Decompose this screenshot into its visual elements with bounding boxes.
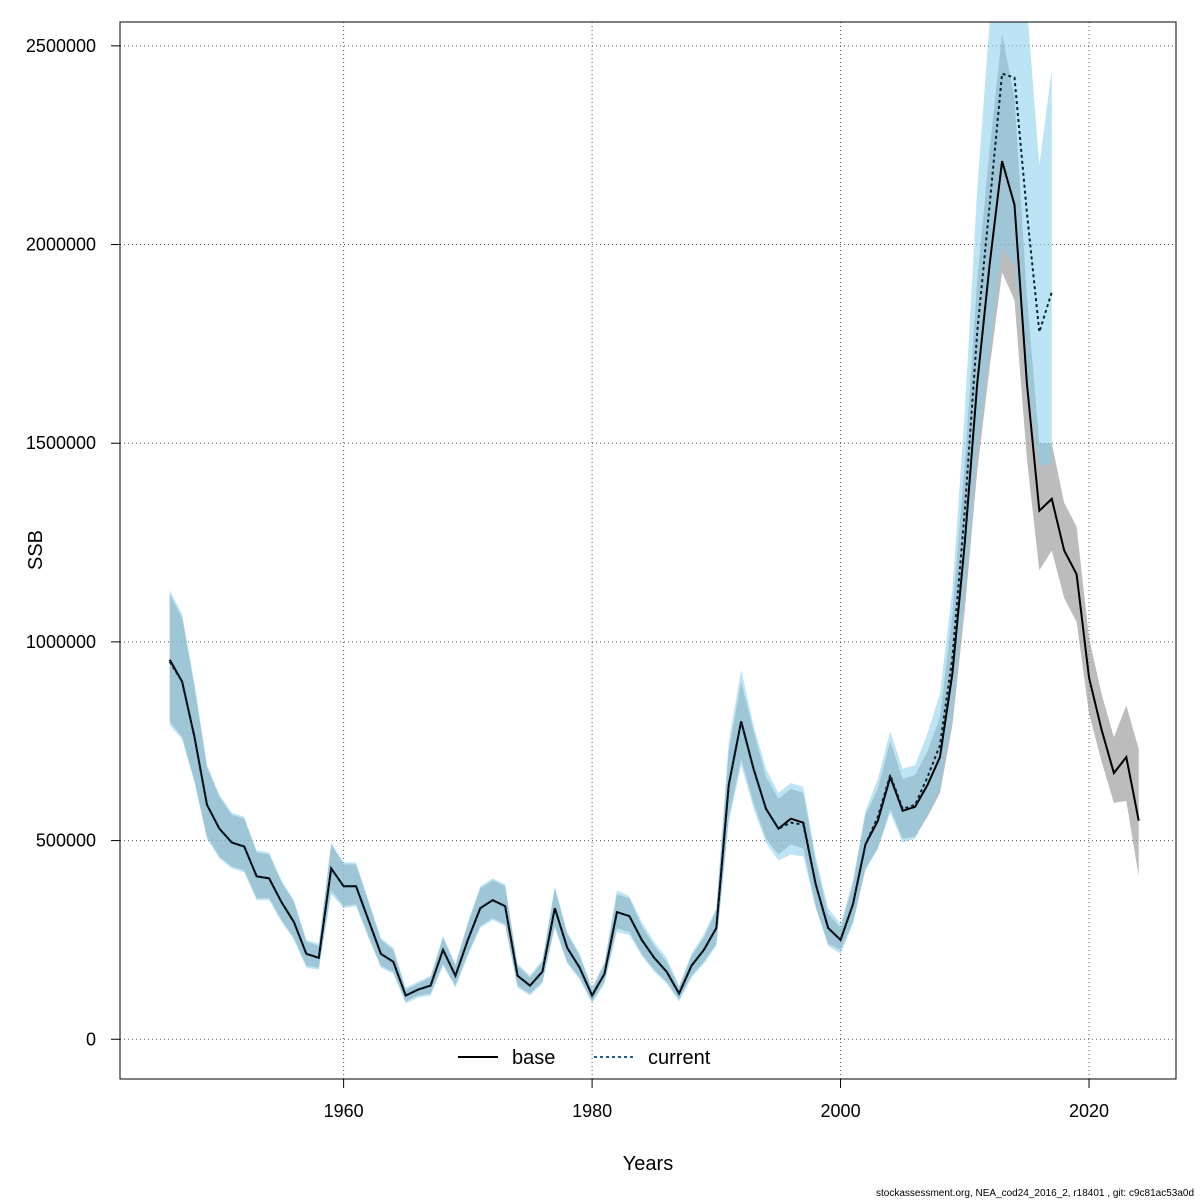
x-tick-label: 2000 — [821, 1101, 861, 1121]
y-tick-label: 2000000 — [26, 235, 96, 255]
legend-base-label: base — [512, 1047, 555, 1069]
x-axis-title: Years — [623, 1153, 673, 1175]
series-lines — [168, 72, 1140, 998]
y-tick-label: 1000000 — [26, 632, 96, 652]
legend: base current — [458, 1047, 711, 1069]
band-current — [169, 22, 1052, 1004]
x-tick-label: 2020 — [1069, 1101, 1109, 1121]
legend-current-label: current — [648, 1047, 711, 1069]
line-current — [168, 72, 1053, 998]
x-tick-label: 1960 — [324, 1101, 364, 1121]
y-axis-title: SSB — [25, 530, 47, 570]
plot-frame — [119, 21, 1177, 1080]
confidence-bands — [169, 22, 1139, 1004]
y-tick-label: 0 — [86, 1029, 96, 1049]
y-tick-label: 2500000 — [26, 36, 96, 56]
y-tick-label: 1500000 — [26, 433, 96, 453]
axis-ticks: 1960 1980 2000 2020 0 500000 1000000 1500000 200… — [26, 36, 1109, 1121]
y-tick-label: 500000 — [36, 831, 96, 851]
footer-credit: stockassessment.org, NEA_cod24_2016_2, r… — [876, 1188, 1194, 1199]
x-tick-label: 1980 — [572, 1101, 612, 1121]
